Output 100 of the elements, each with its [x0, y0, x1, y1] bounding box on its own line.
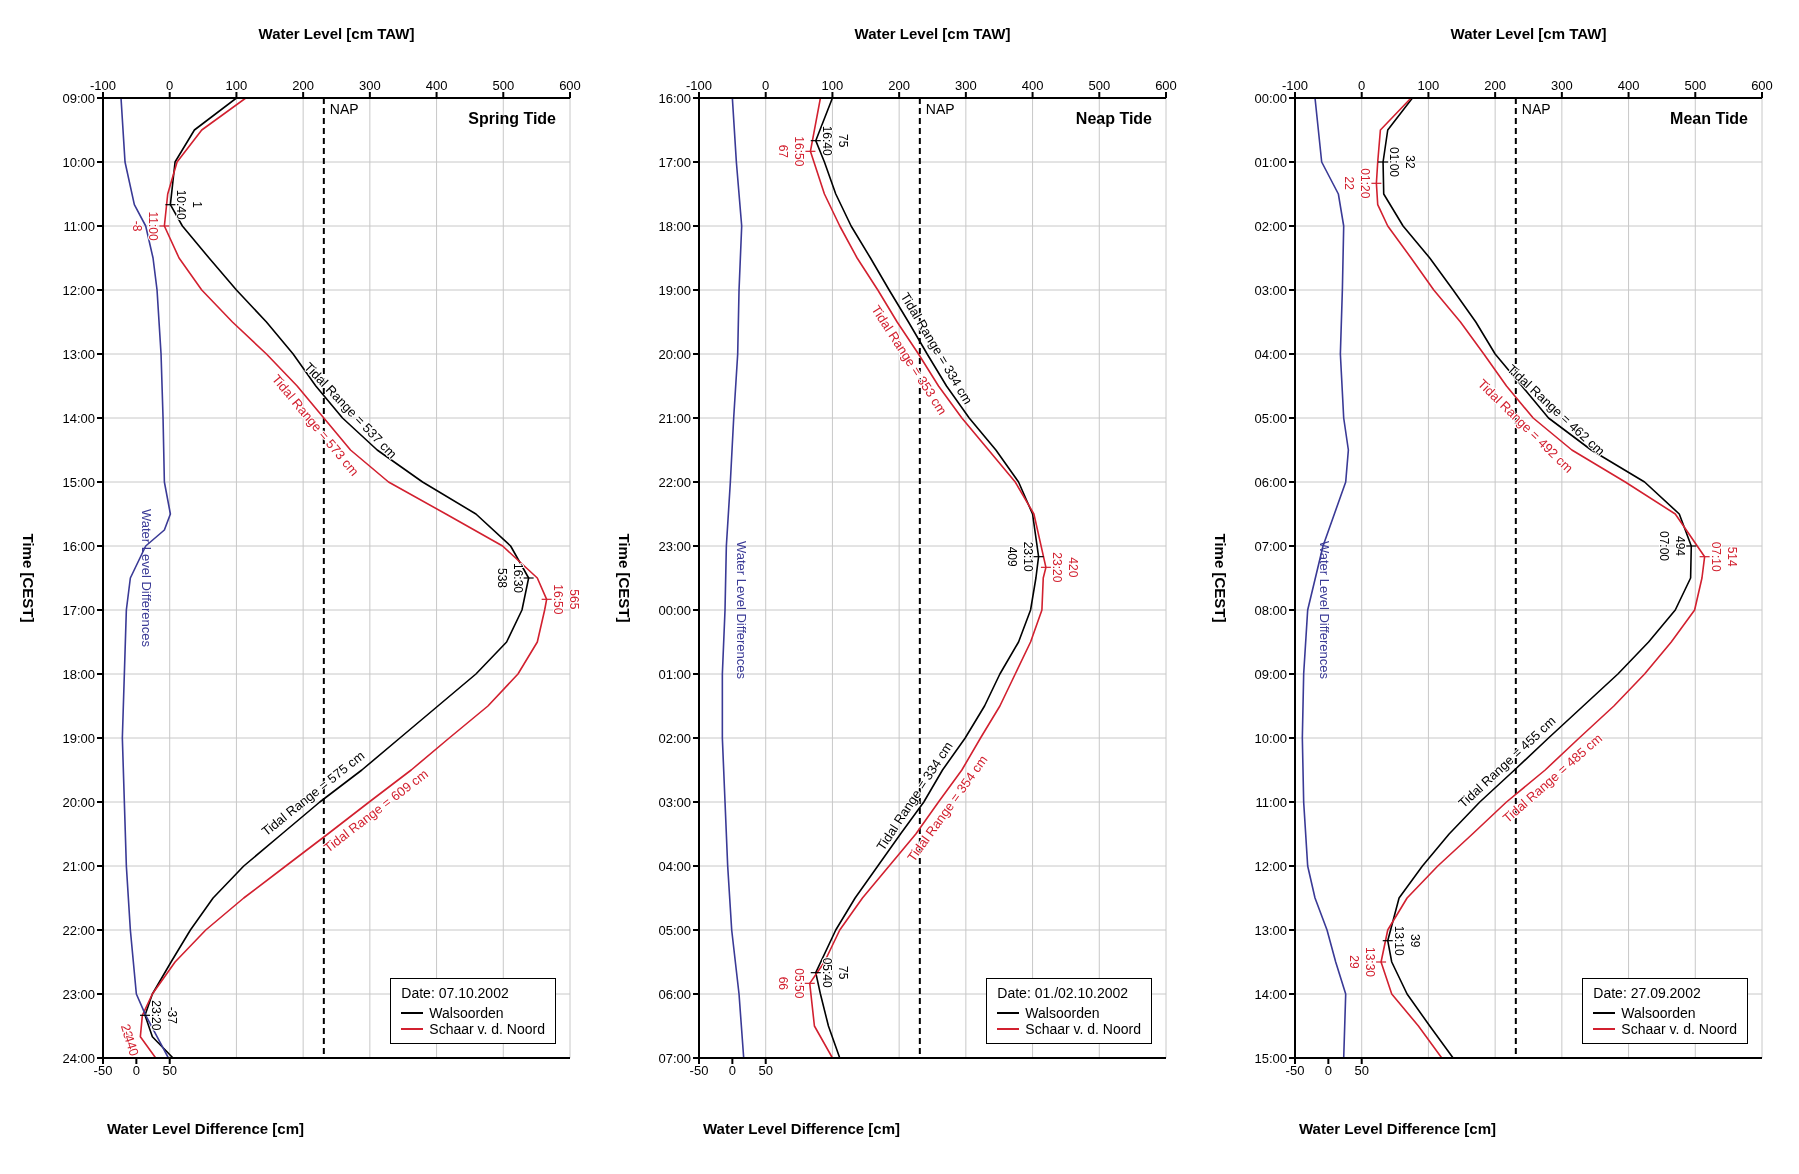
x-tick-label: 0	[762, 78, 770, 93]
y-tick-label: 22:00	[658, 474, 691, 490]
y-tick-label: 13:00	[62, 346, 95, 362]
x-tick-label: 400	[425, 78, 448, 93]
y-tick-label: 07:00	[658, 1050, 691, 1066]
x2-axis-title: Water Level Difference [cm]	[703, 1120, 901, 1137]
x2-axis-title: Water Level Difference [cm]	[1299, 1120, 1497, 1137]
y-tick-label: 21:00	[658, 410, 691, 426]
x2-axis-title: Water Level Difference [cm]	[107, 1120, 305, 1137]
x-tick-label: 100	[821, 78, 844, 93]
x-tick-label: 600	[1751, 78, 1773, 93]
x-tick-label: 200	[292, 78, 314, 93]
y-tick-label: 04:00	[658, 858, 691, 874]
annotation: 10:40	[174, 189, 189, 221]
legend-label: Schaar v. d. Noord	[429, 1021, 545, 1037]
y-tick-label: 10:00	[62, 154, 95, 170]
y-tick-label: 21:00	[62, 858, 95, 874]
y-tick-label: 05:00	[1254, 410, 1287, 426]
y-tick-label: 20:00	[62, 794, 95, 810]
x-tick-label: -100	[685, 78, 713, 93]
annotation: 75	[835, 133, 850, 148]
y-tick-label: 18:00	[658, 218, 691, 234]
x-tick-label: 100	[1417, 78, 1440, 93]
x2-tick-label: 0	[728, 1063, 736, 1079]
x-tick-label: 300	[359, 78, 381, 93]
y-tick-label: 06:00	[658, 986, 691, 1002]
annotation: 75	[835, 965, 850, 980]
annotation: 23:20	[149, 1000, 164, 1031]
x-tick-label: 400	[1021, 78, 1044, 93]
legend-title: Date: 01./02.10.2002	[997, 985, 1130, 1001]
y-tick-label: 14:00	[62, 410, 95, 426]
annotation: -8	[130, 220, 145, 232]
annotation: 11:00	[146, 211, 161, 241]
ref-line-label: NAP	[329, 101, 359, 117]
y-tick-label: 01:00	[1254, 154, 1287, 170]
y-tick-label: 10:00	[1254, 730, 1287, 746]
text: Water Level Differences	[139, 508, 155, 648]
text: Water Level Differences	[734, 540, 750, 680]
x2-tick-label: 50	[162, 1063, 177, 1079]
text: Neap Tide	[1075, 110, 1152, 128]
y-tick-label: 13:00	[1254, 922, 1287, 938]
annotation: 05:40	[819, 957, 834, 989]
x2-tick-label: 50	[1354, 1063, 1369, 1079]
x2-tick-label: -50	[1285, 1063, 1305, 1079]
annotation: 1	[190, 201, 205, 209]
y-tick-label: 23:00	[62, 986, 95, 1002]
y-tick-label: 23:00	[658, 538, 691, 554]
y-tick-label: 22:00	[62, 922, 95, 938]
x-axis-title: Water Level [cm TAW]	[1450, 24, 1607, 42]
y-tick-label: 15:00	[62, 474, 95, 490]
x2-tick-label: 50	[758, 1063, 773, 1079]
annotation: 16:50	[550, 584, 565, 615]
annotation: -37	[165, 1006, 180, 1025]
x-tick-label: -100	[89, 78, 117, 93]
x-tick-label: 500	[1088, 78, 1111, 93]
annotation: 22	[1342, 176, 1357, 191]
legend-label: Walsoorden	[429, 1005, 504, 1021]
y-tick-label: 19:00	[62, 730, 95, 746]
y-tick-label: 15:00	[1254, 1050, 1287, 1066]
y-tick-label: 00:00	[1254, 90, 1287, 106]
annotation: 420	[1065, 557, 1080, 578]
annotation: 07:00	[1657, 530, 1672, 562]
y-tick-label: 19:00	[658, 282, 691, 298]
annotation: 05:50	[791, 968, 806, 999]
x-tick-label: -100	[1281, 78, 1309, 93]
y-tick-label: 16:00	[658, 90, 691, 106]
annotation: 16:50	[792, 136, 807, 167]
annotation: 01:20	[1358, 168, 1373, 199]
y-tick-label: 14:00	[1254, 986, 1287, 1002]
x-axis-title: Water Level [cm TAW]	[854, 24, 1011, 42]
y-tick-label: 03:00	[658, 794, 691, 810]
annotation: 07:10	[1708, 541, 1723, 573]
x-tick-label: 600	[1155, 78, 1177, 93]
x2-tick-label: 0	[132, 1063, 140, 1079]
x-tick-label: 200	[1484, 78, 1506, 93]
annotation: 494	[1673, 535, 1688, 557]
x-tick-label: 500	[1684, 78, 1707, 93]
x-tick-label: 500	[492, 78, 515, 93]
y-tick-label: 09:00	[1254, 666, 1287, 682]
y-tick-label: 11:00	[1255, 794, 1287, 810]
y-tick-label: 03:00	[1254, 282, 1287, 298]
x-tick-label: 400	[1617, 78, 1640, 93]
y-tick-label: 02:00	[1254, 218, 1287, 234]
y-axis-title: Time [CEST]	[615, 533, 633, 623]
annotation: 409	[1004, 546, 1019, 567]
ref-line-label: NAP	[1521, 101, 1551, 117]
ref-line-label: NAP	[925, 101, 955, 117]
y-tick-label: 24:00	[62, 1050, 95, 1066]
x-tick-label: 0	[166, 78, 174, 93]
y-tick-label: 17:00	[62, 602, 95, 618]
annotation: 23:20	[1049, 552, 1064, 583]
y-tick-label: 17:00	[658, 154, 691, 170]
annotation: 29	[1347, 955, 1362, 969]
y-tick-label: 00:00	[658, 602, 691, 618]
legend-title: Date: 27.09.2002	[1593, 985, 1702, 1001]
y-tick-label: 07:00	[1254, 538, 1287, 554]
x-tick-label: 100	[225, 78, 248, 93]
legend-label: Schaar v. d. Noord	[1025, 1021, 1141, 1037]
y-tick-label: 18:00	[62, 666, 95, 682]
y-tick-label: 11:00	[63, 218, 95, 234]
